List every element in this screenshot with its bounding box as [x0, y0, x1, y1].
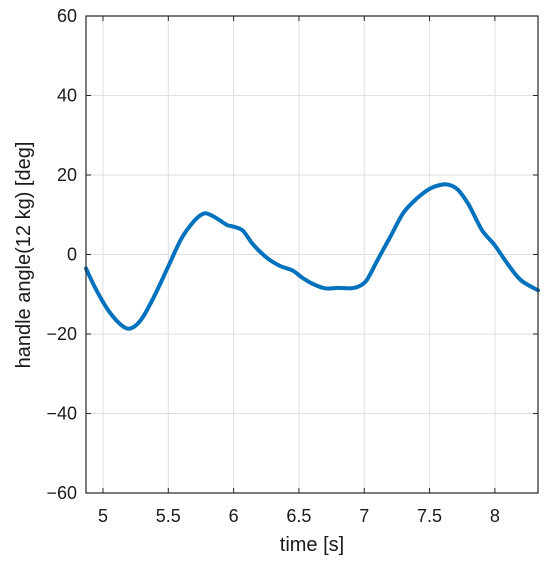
y-axis-label: handle angle(12 kg) [deg]	[13, 142, 35, 369]
y-tick-label: 60	[57, 6, 77, 26]
x-tick-label: 7.5	[417, 506, 442, 526]
y-tick-label: −60	[46, 483, 77, 503]
series-line	[84, 182, 540, 331]
y-tick-label: 20	[57, 165, 77, 185]
x-tick-label: 6.5	[286, 506, 311, 526]
x-tick-label: 5	[98, 506, 108, 526]
y-tick-label: −40	[46, 404, 77, 424]
y-tick-label: −20	[46, 324, 77, 344]
x-axis-label: time [s]	[280, 534, 344, 556]
y-tick-label: 40	[57, 86, 77, 106]
x-tick-label: 5.5	[156, 506, 181, 526]
x-tick-label: 7	[359, 506, 369, 526]
y-tick-label: 0	[67, 245, 77, 265]
x-tick-label: 6	[229, 506, 239, 526]
x-tick-label: 8	[490, 506, 500, 526]
axis-ticks	[86, 15, 538, 494]
tick-labels: 5 5.5 6 6.5 7 7.5 8 −60 −40 −20 0 20 40 60	[46, 6, 499, 526]
